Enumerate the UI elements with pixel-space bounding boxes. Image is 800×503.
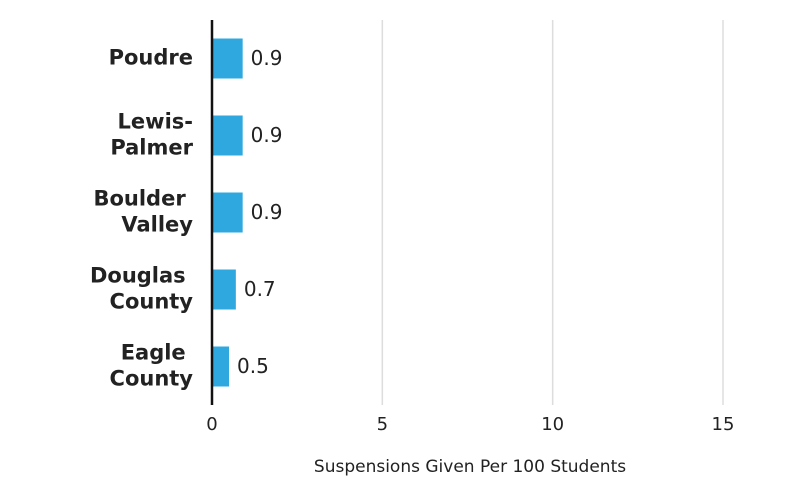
x-tick-label: 10 (541, 414, 564, 435)
bar (212, 38, 243, 79)
bar (212, 346, 230, 387)
x-tick-label: 5 (377, 414, 388, 435)
value-label: 0.7 (244, 277, 276, 301)
value-label: 0.9 (251, 123, 283, 147)
bar (212, 269, 236, 310)
x-axis-label: Suspensions Given Per 100 Students (314, 457, 626, 477)
y-tick-label: Boulder Valley (93, 187, 193, 237)
value-label: 0.9 (251, 200, 283, 224)
bar (212, 192, 243, 233)
x-tick-label: 15 (712, 414, 735, 435)
y-tick-label: Lewis-Palmer (110, 110, 193, 160)
value-label: 0.9 (251, 46, 283, 70)
bar (212, 115, 243, 156)
y-tick-label: Eagle County (110, 341, 194, 391)
value-label: 0.5 (237, 354, 269, 378)
x-tick-label: 0 (206, 414, 217, 435)
y-tick-label: Poudre (109, 46, 193, 70)
y-tick-label: Douglas County (90, 264, 193, 314)
